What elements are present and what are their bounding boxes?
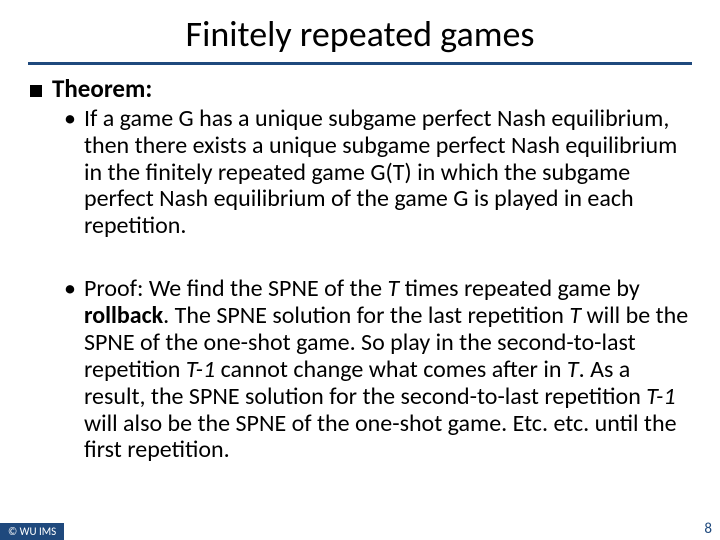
theorem-label: Theorem: — [52, 75, 152, 104]
slide-title: Finitely repeated games — [0, 0, 720, 62]
dot-bullet-icon: • — [64, 106, 76, 132]
theorem-heading: Theorem: — [30, 75, 690, 104]
slide-content: Theorem: • If a game G has a unique subg… — [0, 69, 720, 464]
theorem-statement-text: If a game G has a unique subgame perfect… — [84, 106, 690, 240]
slide: Finitely repeated games Theorem: • If a … — [0, 0, 720, 540]
theorem-statement: • If a game G has a unique subgame perfe… — [64, 106, 690, 240]
theorem-proof-text: Proof: We find the SPNE of the T times r… — [84, 276, 690, 464]
theorem-proof: • Proof: We find the SPNE of the T times… — [64, 276, 690, 464]
title-underline — [28, 62, 692, 65]
square-bullet-icon — [30, 85, 42, 97]
dot-bullet-icon: • — [64, 276, 76, 302]
footer-copyright: © WU IMS — [0, 523, 64, 540]
page-number: 8 — [704, 520, 712, 538]
